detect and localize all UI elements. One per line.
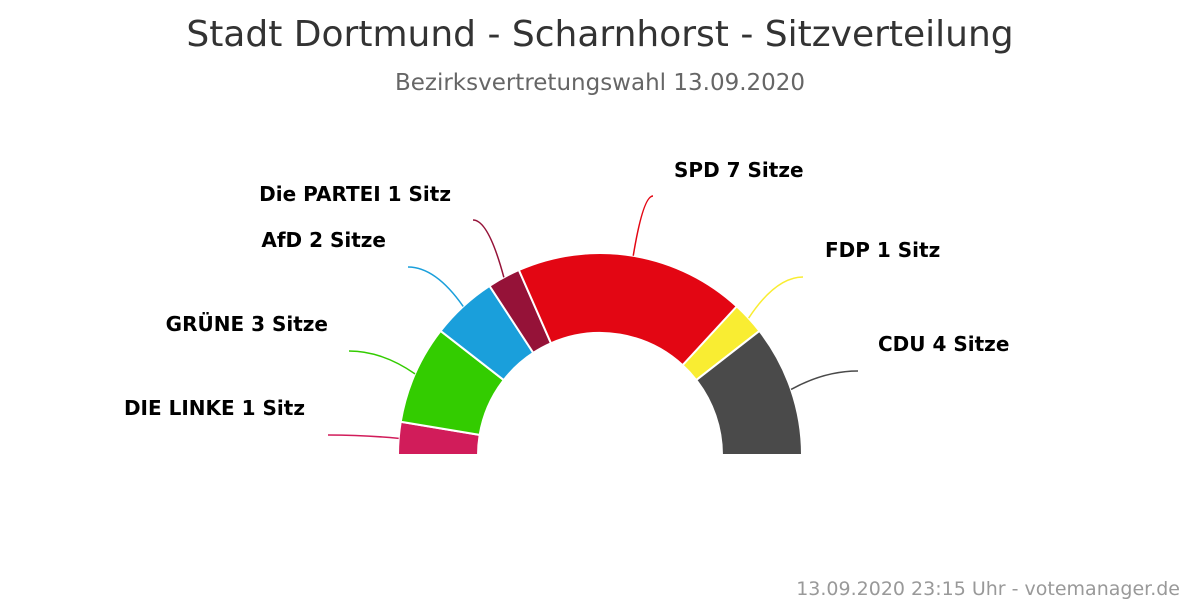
chart-subtitle: Bezirksvertretungswahl 13.09.2020: [394, 70, 806, 96]
slice-cdu[interactable]: [694, 329, 804, 456]
data-label: FDP 1 Sitz: [825, 238, 940, 262]
connector-line: [407, 266, 464, 307]
connector-line: [632, 195, 654, 256]
data-label: SPD 7 Sitze: [674, 158, 804, 182]
data-label: Die PARTEI 1 Sitz: [259, 182, 451, 206]
data-label: AfD 2 Sitze: [261, 228, 386, 252]
data-label: DIE LINKE 1 Sitz: [124, 396, 305, 420]
connector-line: [348, 350, 416, 375]
connector-line: [790, 370, 859, 391]
chart-title: Stadt Dortmund - Scharnhorst - Sitzverte…: [186, 14, 1014, 55]
connector-line: [327, 434, 399, 440]
connector-line: [747, 276, 804, 319]
chart-credits: 13.09.2020 23:15 Uhr - votemanager.de: [796, 578, 1180, 600]
data-label: GRÜNE 3 Sitze: [166, 312, 328, 336]
data-label: CDU 4 Sitze: [878, 332, 1009, 356]
connector-line: [472, 219, 505, 278]
